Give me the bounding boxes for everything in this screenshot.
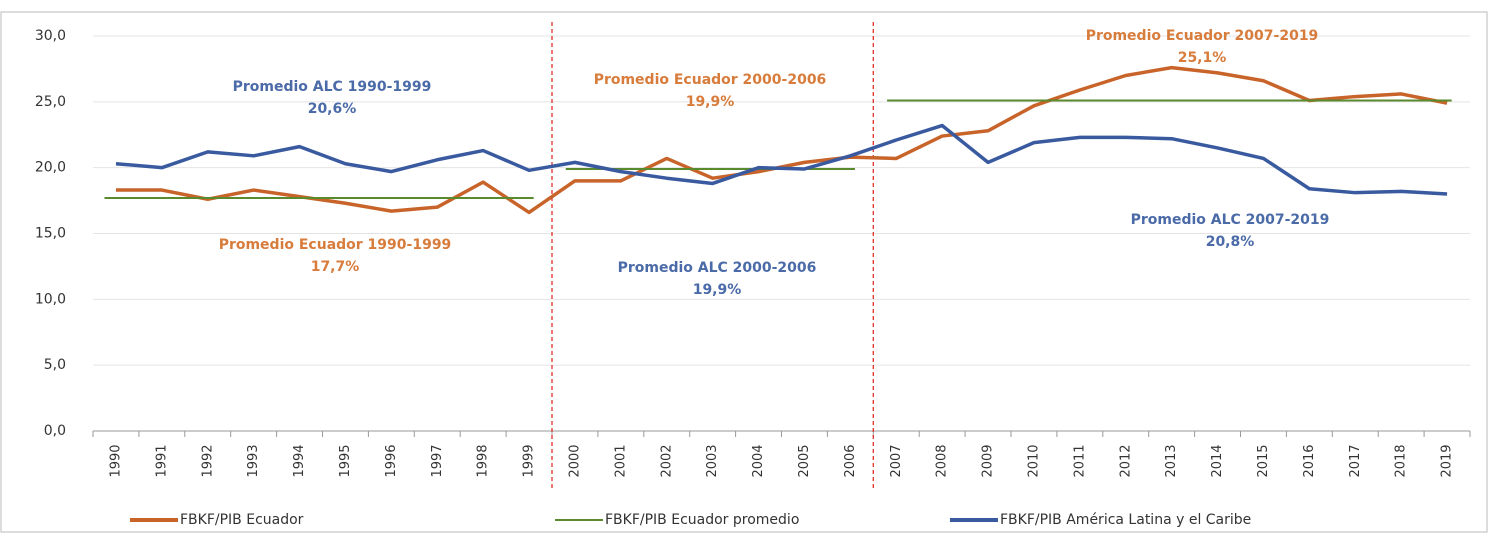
annotation: Promedio ALC 2007-2019 — [1131, 212, 1330, 228]
x-tick-label: 1998 — [476, 444, 491, 477]
annotation: Promedio Ecuador 1990-1999 — [219, 237, 452, 253]
x-tick-label: 1992 — [200, 444, 215, 477]
x-tick-label: 2011 — [1072, 444, 1087, 477]
x-tick-label: 2014 — [1210, 444, 1225, 477]
legend-label: FBKF/PIB América Latina y el Caribe — [1000, 512, 1251, 528]
x-tick-label: 1996 — [384, 444, 399, 477]
annotation: Promedio ALC 2000-2006 — [618, 260, 817, 276]
x-tick-label: 2017 — [1348, 444, 1363, 477]
x-tick-label: 1997 — [430, 444, 445, 477]
x-tick-label: 2006 — [843, 444, 858, 477]
x-tick-label: 2007 — [889, 444, 904, 477]
y-tick-label: 5,0 — [44, 357, 66, 373]
annotation: 17,7% — [311, 259, 360, 275]
x-tick-label: 2010 — [1026, 444, 1041, 477]
y-tick-label: 10,0 — [35, 291, 66, 307]
x-tick-label: 2019 — [1440, 444, 1455, 477]
legend-label: FBKF/PIB Ecuador — [180, 512, 304, 528]
x-tick-label: 1991 — [154, 444, 169, 477]
x-tick-label: 2018 — [1394, 444, 1409, 477]
x-tick-label: 2002 — [659, 444, 674, 477]
x-tick-label: 2001 — [613, 444, 628, 477]
y-tick-label: 0,0 — [44, 423, 66, 439]
x-tick-label: 2004 — [751, 444, 766, 477]
x-tick-label: 1995 — [338, 444, 353, 477]
legend-label: FBKF/PIB Ecuador promedio — [605, 512, 799, 528]
x-tick-label: 2005 — [797, 444, 812, 477]
x-tick-label: 2012 — [1118, 444, 1133, 477]
annotation: Promedio Ecuador 2007-2019 — [1086, 28, 1319, 44]
series-line — [115, 123, 1448, 196]
chart-frame — [0, 11, 1488, 533]
annotation: 19,9% — [693, 282, 742, 298]
x-tick-label: 2016 — [1302, 444, 1317, 477]
x-tick-label: 1999 — [522, 444, 537, 477]
y-tick-label: 15,0 — [35, 226, 66, 242]
x-tick-label: 1990 — [108, 444, 123, 477]
x-tick-label: 1993 — [246, 444, 261, 477]
annotation: Promedio Ecuador 2000-2006 — [594, 72, 827, 88]
annotation: 20,8% — [1206, 234, 1255, 250]
annotation: 19,9% — [686, 94, 735, 110]
annotation: Promedio ALC 1990-1999 — [233, 79, 432, 95]
x-tick-label: 2008 — [935, 444, 950, 477]
x-tick-label: 2015 — [1256, 444, 1271, 477]
y-tick-label: 20,0 — [35, 160, 66, 176]
x-tick-label: 2009 — [981, 444, 996, 477]
y-tick-label: 30,0 — [35, 28, 66, 44]
x-tick-label: 2013 — [1164, 444, 1179, 477]
x-tick-label: 2003 — [705, 444, 720, 477]
y-tick-label: 25,0 — [35, 94, 66, 110]
annotation: 20,6% — [308, 101, 357, 117]
x-tick-label: 1994 — [292, 444, 307, 477]
x-tick-label: 2000 — [567, 444, 582, 477]
annotation: 25,1% — [1178, 50, 1227, 66]
